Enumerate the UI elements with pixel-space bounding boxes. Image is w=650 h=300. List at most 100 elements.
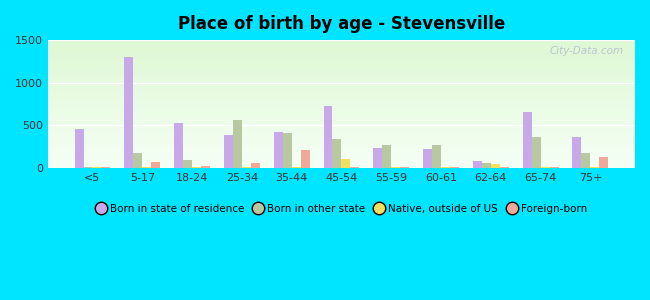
Bar [48, 129, 635, 130]
Bar [48, 113, 635, 114]
Bar [48, 126, 635, 127]
Bar [92, 167, 101, 168]
Bar [48, 89, 635, 90]
Bar [48, 63, 635, 64]
Bar [48, 142, 635, 143]
Bar [183, 160, 192, 168]
Bar [48, 147, 635, 148]
Bar [48, 139, 635, 140]
Bar [48, 125, 635, 126]
Bar [48, 150, 635, 151]
Bar [48, 53, 635, 54]
Bar [48, 143, 635, 144]
Bar [350, 167, 359, 168]
Bar [48, 135, 635, 136]
Bar [48, 145, 635, 146]
Bar [283, 133, 292, 168]
Bar [48, 116, 635, 117]
Bar [48, 141, 635, 142]
Bar [48, 54, 635, 55]
Bar [48, 93, 635, 94]
Bar [48, 84, 635, 85]
Bar [48, 44, 635, 45]
Bar [48, 59, 635, 60]
Bar [48, 105, 635, 106]
Bar [48, 98, 635, 99]
Bar [48, 108, 635, 109]
Bar [48, 85, 635, 86]
Bar [48, 75, 635, 76]
Bar [48, 64, 635, 65]
Bar [48, 40, 635, 41]
Bar [341, 159, 350, 168]
Bar [48, 162, 635, 163]
Bar [48, 81, 635, 82]
Bar [48, 152, 635, 153]
Bar [48, 43, 635, 44]
Bar [48, 73, 635, 74]
Bar [48, 137, 635, 138]
Bar [48, 65, 635, 66]
Bar [48, 97, 635, 98]
Bar [48, 138, 635, 139]
Bar [48, 160, 635, 161]
Bar [48, 102, 635, 103]
Bar [48, 124, 635, 125]
Bar [48, 46, 635, 47]
Bar [48, 154, 635, 155]
Bar [48, 123, 635, 124]
Bar [201, 166, 210, 168]
Bar [48, 78, 635, 79]
Bar [48, 134, 635, 135]
Bar [48, 149, 635, 150]
Bar [48, 161, 635, 162]
Bar [48, 128, 635, 129]
Bar [224, 135, 233, 168]
Bar [48, 57, 635, 58]
Bar [573, 137, 581, 168]
Bar [48, 45, 635, 46]
Bar [124, 57, 133, 168]
Bar [101, 167, 111, 168]
Bar [373, 148, 382, 168]
Bar [48, 51, 635, 52]
Bar [48, 117, 635, 118]
Bar [48, 42, 635, 43]
Bar [48, 94, 635, 95]
Bar [48, 132, 635, 133]
Bar [48, 95, 635, 96]
Legend: Born in state of residence, Born in other state, Native, outside of US, Foreign-: Born in state of residence, Born in othe… [96, 203, 588, 214]
Bar [48, 62, 635, 63]
Bar [48, 86, 635, 87]
Bar [391, 167, 400, 168]
Bar [324, 106, 332, 168]
Bar [482, 163, 491, 168]
Bar [599, 157, 608, 168]
Bar [382, 145, 391, 168]
Bar [151, 162, 160, 168]
Bar [48, 48, 635, 49]
Bar [48, 106, 635, 107]
Bar [48, 77, 635, 78]
Title: Place of birth by age - Stevensville: Place of birth by age - Stevensville [178, 15, 505, 33]
Bar [48, 104, 635, 105]
Bar [48, 92, 635, 93]
Bar [48, 156, 635, 157]
Bar [300, 149, 309, 168]
Bar [48, 80, 635, 81]
Bar [48, 167, 635, 168]
Bar [48, 58, 635, 59]
Bar [332, 139, 341, 168]
Bar [48, 107, 635, 108]
Bar [48, 68, 635, 69]
Bar [274, 132, 283, 168]
Bar [75, 130, 83, 168]
Bar [48, 111, 635, 112]
Bar [549, 167, 558, 168]
Bar [142, 167, 151, 168]
Bar [48, 120, 635, 121]
Bar [48, 114, 635, 115]
Bar [48, 136, 635, 137]
Bar [473, 161, 482, 168]
Bar [292, 167, 300, 168]
